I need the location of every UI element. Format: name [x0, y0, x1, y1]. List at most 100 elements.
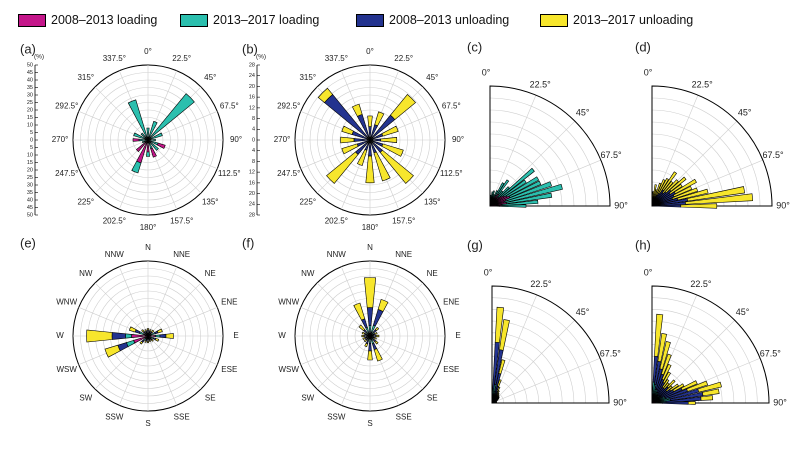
- bar-segment: [341, 143, 359, 155]
- bar-segment: [154, 338, 160, 342]
- angle-label: 67.5°: [760, 348, 782, 358]
- angle-label: 45°: [576, 307, 590, 317]
- bar-segment: [665, 385, 673, 392]
- bar-segment: [663, 382, 670, 390]
- legend-swatch: [180, 13, 208, 27]
- angle-label: 22.5°: [530, 279, 552, 289]
- bar-segment: [494, 306, 505, 343]
- angle-label: WNW: [56, 297, 77, 306]
- bar-segment: [358, 324, 366, 332]
- bar-segment: [351, 103, 363, 117]
- angle-label: 45°: [426, 73, 438, 82]
- bar-segment: [150, 329, 155, 334]
- bar-segment: [141, 139, 149, 144]
- bar-segment: [379, 149, 414, 184]
- bar-segment: [147, 120, 158, 141]
- angle-label: SE: [205, 393, 216, 402]
- bar-segment: [374, 326, 380, 332]
- scale-tick-label: 50: [27, 212, 33, 218]
- bar-segment: [659, 341, 671, 370]
- bar-segment: [141, 329, 145, 333]
- angle-label: 180°: [140, 223, 157, 232]
- bar-segment: [506, 192, 553, 204]
- angle-label: W: [278, 331, 286, 340]
- angle-label: 67.5°: [762, 150, 784, 160]
- scale-tick-label: 35: [27, 190, 33, 196]
- angle-label: WSW: [56, 365, 77, 374]
- quadrant-frame: [651, 285, 770, 404]
- grid-spoke: [369, 335, 424, 390]
- bar-segment: [356, 149, 368, 167]
- chart-g: (g) 0° 22.5° 45° 67.5° 90°: [467, 237, 627, 407]
- angle-label: NW: [301, 269, 315, 278]
- bar-segment: [508, 180, 542, 198]
- angle-label: ENE: [221, 297, 237, 306]
- bar-segment: [495, 182, 505, 197]
- chart-a: (a) 0° 22.5° 45° 67.5° 90° 112.5° 135° 157.5° 180…: [20, 41, 242, 232]
- angle-label: NNW: [105, 250, 125, 259]
- bar-segment: [654, 313, 664, 357]
- bar-segment: [364, 342, 368, 348]
- angle-label: N: [367, 243, 373, 252]
- bar-segment: [146, 328, 150, 331]
- scale-tick-label: 28: [249, 62, 255, 68]
- bar-segment: [673, 178, 697, 195]
- bar-segment: [496, 392, 500, 397]
- legend-item-2013-2017-unloading: 2013–2017 unloading: [540, 13, 693, 27]
- bar-segment: [676, 188, 709, 201]
- angle-label: 270°: [52, 135, 69, 144]
- bar-segment: [653, 184, 657, 197]
- bar-segment: [680, 203, 718, 209]
- legend-swatch: [356, 13, 384, 27]
- angle-label: 225°: [77, 197, 94, 206]
- bar-segment: [375, 334, 380, 338]
- angle-label: 22.5°: [394, 54, 413, 63]
- bar-segment: [368, 325, 372, 332]
- bar-segment: [104, 344, 121, 358]
- bar-segment: [686, 380, 709, 392]
- scale-tick-label: 15: [27, 115, 33, 121]
- angle-label: ESE: [443, 365, 459, 374]
- angle-label: SW: [79, 393, 92, 402]
- scale-tick-label: 30: [27, 92, 33, 98]
- bar-segment: [368, 343, 372, 352]
- bar-segment: [702, 388, 720, 397]
- grid-spoke: [119, 335, 149, 406]
- angle-label: 90°: [452, 135, 464, 144]
- angle-label: 90°: [773, 397, 787, 407]
- angle-label: 0°: [366, 47, 374, 56]
- bar-segment: [496, 397, 500, 401]
- grid-spoke: [369, 307, 440, 337]
- angle-label: 180°: [362, 223, 379, 232]
- legend-label: 2013–2017 loading: [213, 13, 320, 27]
- bar-segment: [367, 350, 373, 361]
- bar-segment: [672, 383, 685, 392]
- chart-e: (e) N NNE NE ENE E ESE SE SSE S SSW SW WSW W WNW NW NNW: [20, 235, 239, 428]
- scale-tick-label: 25: [27, 100, 33, 106]
- angle-label: 67.5°: [442, 101, 461, 110]
- bar-segment: [131, 160, 142, 174]
- angle-label: 0°: [482, 67, 491, 77]
- scale-tick-label: 20: [249, 191, 255, 197]
- angle-label: N: [145, 243, 151, 252]
- angle-label: 135°: [424, 197, 441, 206]
- bar-segment: [380, 137, 398, 143]
- angle-label: W: [56, 331, 64, 340]
- scale-tick-label: 0: [30, 137, 33, 143]
- bar-segment: [132, 138, 140, 142]
- angle-label: 0°: [484, 267, 493, 277]
- bar-segment: [140, 132, 149, 141]
- axis-unit: (%): [34, 54, 44, 61]
- bar-segment: [700, 395, 714, 401]
- bar-segment: [661, 363, 672, 381]
- bar-segment: [656, 179, 666, 196]
- bar-segment: [668, 183, 683, 195]
- legend-swatch: [540, 13, 568, 27]
- grid-spoke: [147, 335, 177, 406]
- scale-tick-label: 16: [249, 95, 255, 101]
- panel-label: (b): [242, 41, 258, 56]
- angle-label: E: [233, 331, 238, 340]
- bar-segment: [685, 193, 753, 205]
- angle-label: 90°: [614, 200, 628, 210]
- angle-label: SE: [427, 393, 438, 402]
